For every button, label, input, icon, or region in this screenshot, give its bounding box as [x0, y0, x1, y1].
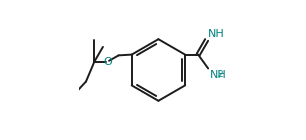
Text: 2: 2 — [218, 70, 223, 79]
Text: NH: NH — [208, 29, 225, 39]
Text: NH: NH — [209, 70, 226, 80]
Text: O: O — [103, 57, 112, 66]
